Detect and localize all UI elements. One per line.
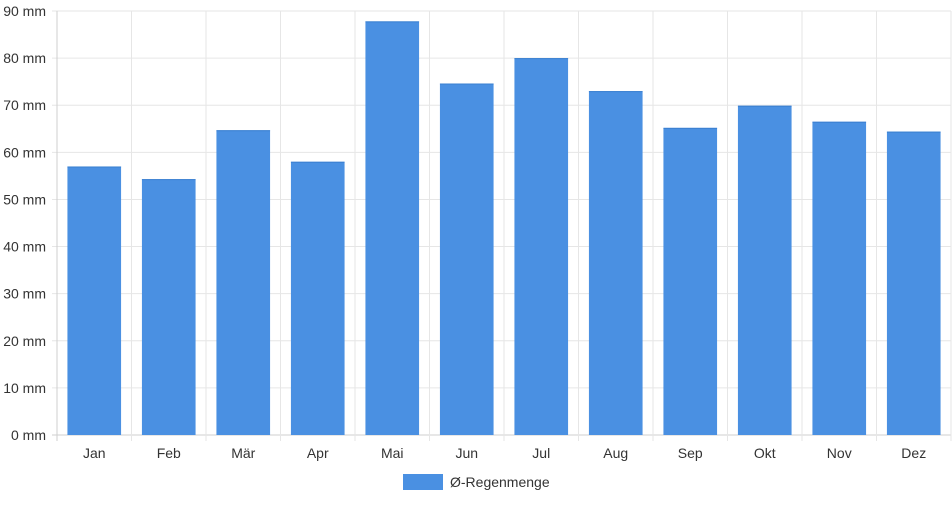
bar-apr[interactable] xyxy=(290,161,345,435)
x-tick-label: Mai xyxy=(381,445,404,461)
bars xyxy=(67,21,941,436)
x-tick-label: Okt xyxy=(754,445,776,461)
bar-nov[interactable] xyxy=(812,121,867,435)
legend-label[interactable]: Ø-Regenmenge xyxy=(450,474,550,490)
y-tick-label: 30 mm xyxy=(3,286,46,302)
x-tick-label: Feb xyxy=(157,445,181,461)
x-tick-label: Apr xyxy=(307,445,329,461)
bar-aug[interactable] xyxy=(588,91,643,435)
x-tick-label: Jan xyxy=(83,445,106,461)
x-tick-label: Sep xyxy=(678,445,703,461)
legend-swatch[interactable] xyxy=(403,474,443,490)
bar-jan[interactable] xyxy=(67,166,122,435)
legend[interactable]: Ø-Regenmenge xyxy=(403,474,550,490)
grid xyxy=(52,10,952,441)
bar-mär[interactable] xyxy=(216,130,271,436)
bar-feb[interactable] xyxy=(141,179,196,435)
y-tick-label: 10 mm xyxy=(3,380,46,396)
y-tick-label: 20 mm xyxy=(3,333,46,349)
x-tick-label: Mär xyxy=(231,445,255,461)
x-tick-label: Nov xyxy=(827,445,852,461)
y-tick-label: 60 mm xyxy=(3,144,46,160)
bar-jun[interactable] xyxy=(439,83,494,435)
y-tick-label: 40 mm xyxy=(3,239,46,255)
x-tick-label: Jul xyxy=(532,445,550,461)
x-tick-label: Dez xyxy=(901,445,926,461)
y-tick-label: 80 mm xyxy=(3,50,46,66)
y-tick-label: 70 mm xyxy=(3,97,46,113)
bar-mai[interactable] xyxy=(365,21,420,436)
bar-sep[interactable] xyxy=(663,127,718,435)
y-tick-label: 50 mm xyxy=(3,191,46,207)
y-tick-label: 90 mm xyxy=(3,3,46,19)
axes: 0 mm 10 mm 20 mm 30 mm 40 mm 50 mm 60 mm 70 mm 8… xyxy=(3,3,926,461)
x-tick-label: Aug xyxy=(603,445,628,461)
x-tick-label: Jun xyxy=(455,445,478,461)
bar-okt[interactable] xyxy=(737,105,792,436)
bar-jul[interactable] xyxy=(514,58,569,435)
y-tick-label: 0 mm xyxy=(11,427,46,443)
bar-dez[interactable] xyxy=(886,131,941,436)
